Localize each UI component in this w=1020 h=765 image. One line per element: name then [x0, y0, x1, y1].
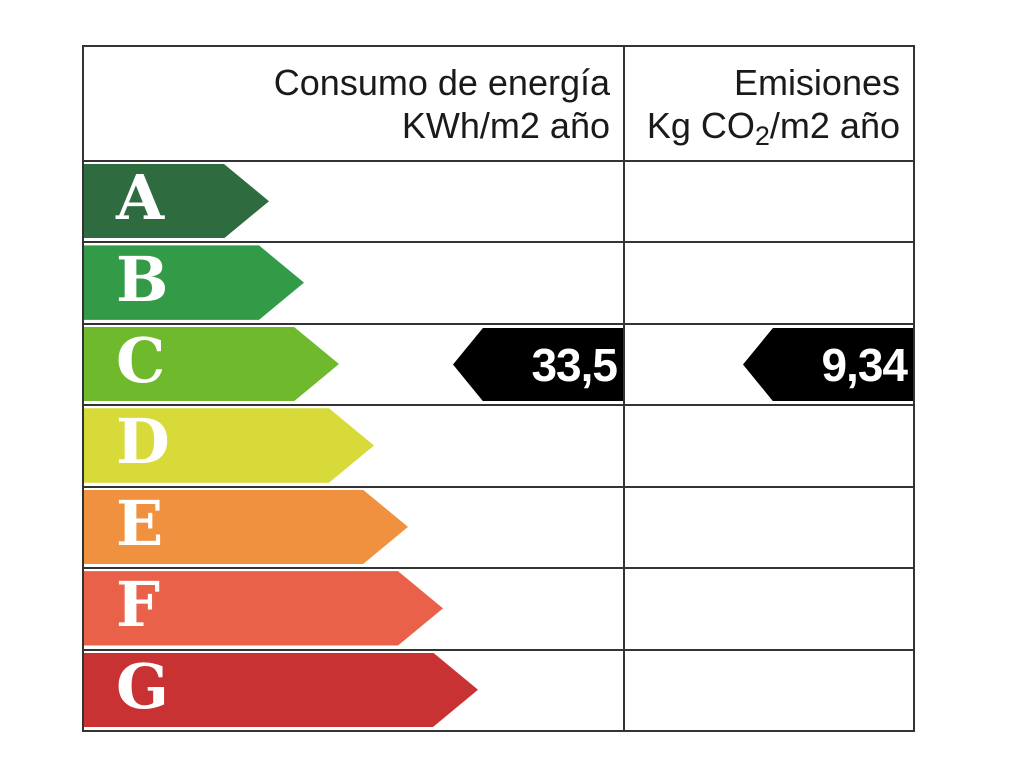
emisiones-cell-e: [625, 488, 913, 567]
emisiones-cell-d: [625, 406, 913, 485]
header-emisiones-title: Emisiones: [733, 62, 900, 103]
emisiones-cell-g: [625, 651, 913, 730]
rating-letter-g: G: [116, 649, 169, 723]
consumo-cell-d: D: [84, 406, 625, 486]
header-consumo-title: Consumo de energía: [273, 62, 610, 103]
rating-letter-f: F: [116, 568, 161, 642]
rating-row-c: C 33,5 9,34: [84, 324, 913, 407]
emisiones-value: 9,34: [821, 338, 908, 391]
rating-row-g: G: [84, 650, 913, 730]
header-consumo: Consumo de energía KWh/m2 año: [84, 47, 625, 160]
consumo-cell-f: F: [84, 569, 625, 649]
header-consumo-unit: KWh/m2 año: [401, 105, 610, 147]
energy-rating-table: Consumo de energía KWh/m2 año Emisiones …: [82, 45, 915, 732]
consumo-cell-e: E: [84, 487, 625, 568]
rating-arrow-d: D: [84, 408, 374, 482]
rating-row-b: B: [84, 243, 913, 325]
rating-letter-b: B: [116, 242, 169, 316]
rating-letter-c: C: [116, 324, 166, 398]
rating-row-d: D: [84, 406, 913, 488]
consumo-value-arrow: 33,5: [453, 327, 623, 402]
rating-letter-a: A: [116, 161, 165, 235]
consumo-cell-b: B: [84, 243, 625, 323]
rating-arrow-e: E: [84, 490, 408, 564]
consumo-value: 33,5: [531, 338, 618, 391]
rating-arrow-c: C: [84, 327, 339, 401]
emisiones-cell-f: [625, 569, 913, 648]
rating-rows: A B C 33,5: [84, 162, 913, 730]
consumo-cell-g: G: [84, 650, 625, 730]
header-emisiones-unit: Kg CO2/m2 año: [646, 105, 900, 151]
rating-arrow-g: G: [84, 653, 478, 727]
rating-row-a: A: [84, 162, 913, 244]
rating-letter-e: E: [116, 486, 164, 560]
emisiones-cell-c: 9,34: [625, 325, 913, 404]
rating-row-e: E: [84, 487, 913, 570]
rating-letter-d: D: [116, 405, 170, 479]
rating-arrow-a: A: [84, 164, 269, 238]
consumo-cell-a: A: [84, 162, 625, 242]
emisiones-cell-b: [625, 243, 913, 322]
emisiones-value-arrow: 9,34: [743, 327, 913, 402]
table-header: Consumo de energía KWh/m2 año Emisiones …: [84, 47, 913, 162]
rating-arrow-f: F: [84, 571, 443, 645]
consumo-cell-c: C 33,5: [84, 324, 625, 405]
emisiones-cell-a: [625, 162, 913, 241]
rating-arrow-b: B: [84, 245, 304, 319]
co2-subscript: 2: [754, 120, 770, 151]
header-emisiones: Emisiones Kg CO2/m2 año: [625, 47, 913, 160]
rating-row-f: F: [84, 569, 913, 651]
